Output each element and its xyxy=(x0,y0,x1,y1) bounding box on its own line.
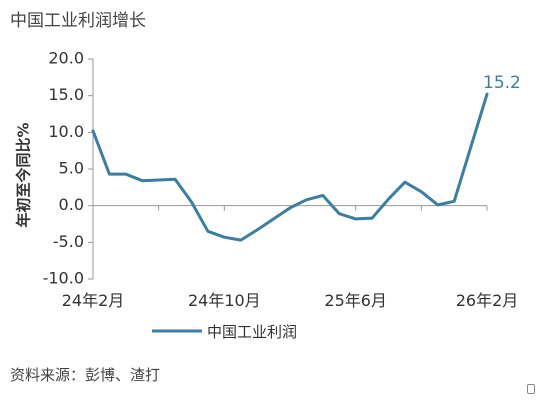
source-note: 资料来源：彭博、渣打 xyxy=(10,366,161,384)
y-tick-label: 15.0 xyxy=(48,85,84,104)
x-tick-labels: 24年2月 24年10月 25年6月 26年2月 xyxy=(62,205,519,310)
y-tick-label: 5.0 xyxy=(59,159,84,178)
x-tick-label: 24年2月 xyxy=(62,291,125,310)
legend-label: 中国工业利润 xyxy=(207,323,297,341)
y-axis-title: 年初至今同比% xyxy=(15,122,33,227)
axes xyxy=(92,59,487,279)
data-label: 15.2 xyxy=(483,73,521,93)
x-tick-label: 24年10月 xyxy=(188,291,261,310)
data-labels: 15.2 xyxy=(483,73,521,93)
y-tick-label: 0.0 xyxy=(59,195,84,214)
chart-title: 中国工业利润增长 xyxy=(10,11,146,31)
x-tick-label: 26年2月 xyxy=(456,291,519,310)
series-line xyxy=(91,92,489,242)
y-tick-label: -5.0 xyxy=(53,232,84,251)
corner-marker-icon xyxy=(527,384,535,394)
y-tick-labels: -10.0 -5.0 0.0 5.0 10.0 15.0 20.0 xyxy=(43,49,93,288)
series-layer xyxy=(91,92,489,242)
x-tick-label: 25年6月 xyxy=(324,291,387,310)
legend: 中国工业利润 xyxy=(152,323,297,341)
y-tick-label: 10.0 xyxy=(48,122,84,141)
y-tick-label: -10.0 xyxy=(43,269,84,288)
y-tick-label: 20.0 xyxy=(48,49,84,68)
